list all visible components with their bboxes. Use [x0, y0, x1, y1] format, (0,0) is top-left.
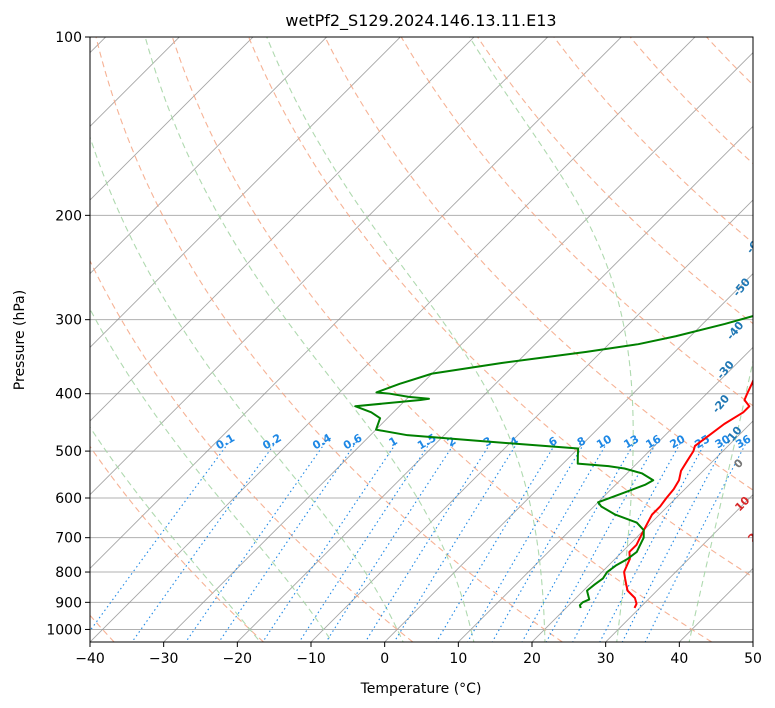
dry-adiabat-line — [171, 37, 713, 642]
moist-adiabat-line — [90, 307, 333, 642]
isotherm-line — [236, 125, 753, 642]
dry-adiabat-line — [476, 37, 753, 325]
y-tick-label: 500 — [55, 444, 82, 460]
temperature-profile-line — [623, 378, 753, 609]
isotherm-line — [90, 37, 475, 422]
isotherm-line — [90, 37, 180, 127]
x-tick-label: −30 — [149, 651, 179, 667]
y-tick-label: 900 — [55, 595, 82, 611]
y-tick-label: 700 — [55, 531, 82, 547]
y-axis-ticks: 100 200 300 400 500 600 700 800 900 1000 — [46, 30, 90, 638]
moist-adiabat-line — [90, 135, 404, 642]
isotherm-line — [90, 37, 401, 348]
dry-adiabat-line — [90, 259, 414, 642]
moist-adiabat-line — [688, 358, 753, 642]
isotherm-line — [310, 199, 753, 642]
x-axis-title: Temperature (°C) — [360, 681, 482, 697]
x-tick-label: 40 — [670, 651, 688, 667]
y-tick-label: 800 — [55, 565, 82, 581]
dry-adiabat-lines — [90, 37, 753, 642]
y-tick-label: 200 — [55, 208, 82, 224]
moist-adiabat-line — [90, 426, 261, 642]
dry-adiabat-line — [90, 445, 264, 642]
dry-adiabat-line — [248, 37, 753, 578]
pressure-gridlines — [90, 37, 753, 630]
isotherm-line — [90, 37, 328, 275]
wet-bulb-label: 20 — [745, 525, 765, 545]
moist-adiabat-line — [468, 37, 634, 642]
y-tick-label: 600 — [55, 491, 82, 507]
chart-title: wetPf2_S129.2024.146.13.11.E13 — [285, 11, 556, 31]
mixing-ratio-line — [131, 441, 277, 642]
dry-adiabat-line — [553, 37, 753, 244]
mixing-ratio-line — [298, 441, 432, 642]
isotherm-line — [605, 494, 753, 642]
isotherm-line — [457, 346, 753, 642]
x-axis-ticks: −40 −30 −20 −10 0 10 20 30 40 50 — [75, 642, 762, 667]
dry-adiabat-line — [629, 37, 753, 165]
dry-adiabat-line — [95, 37, 563, 642]
mixing-ratio-label: 36 — [733, 432, 753, 451]
mixing-ratio-line — [435, 441, 558, 642]
x-tick-label: −20 — [223, 651, 253, 667]
x-tick-label: 10 — [449, 651, 467, 667]
dewpoint-profile-line — [354, 315, 753, 609]
mixing-ratio-line — [393, 441, 519, 642]
y-tick-label: 300 — [55, 313, 82, 329]
x-tick-label: −10 — [296, 651, 326, 667]
isotherm-line — [90, 37, 696, 642]
wet-bulb-label: 30 — [751, 556, 771, 576]
moist-adiabat-lines — [90, 37, 753, 642]
isotherm-line — [531, 420, 753, 642]
isotherm-line — [90, 37, 622, 569]
plot-frame — [89, 36, 754, 643]
profile-series — [354, 315, 753, 609]
mixing-ratio-line — [621, 441, 727, 642]
y-tick-label: 400 — [55, 387, 82, 403]
moist-adiabat-line — [144, 37, 475, 642]
mixing-ratio-line — [644, 441, 748, 642]
x-tick-label: 20 — [523, 651, 541, 667]
mixing-ratio-line — [599, 441, 707, 642]
isotherm-line — [90, 37, 254, 201]
mixing-ratio-line — [364, 441, 492, 642]
x-tick-label: −40 — [75, 651, 105, 667]
y-tick-label: 1000 — [46, 622, 82, 638]
x-tick-label: 0 — [380, 651, 389, 667]
y-axis-title: Pressure (hPa) — [12, 290, 28, 390]
isotherm-line — [163, 52, 753, 642]
moist-adiabat-line — [266, 37, 546, 642]
height-label: -60 — [744, 233, 767, 257]
y-tick-label: 100 — [55, 30, 82, 46]
x-tick-label: 50 — [744, 651, 762, 667]
dry-adiabat-line — [400, 37, 753, 407]
isotherm-lines — [90, 37, 753, 642]
isotherm-line — [90, 37, 549, 496]
x-tick-label: 30 — [597, 651, 615, 667]
mixing-ratio-line — [185, 441, 327, 642]
